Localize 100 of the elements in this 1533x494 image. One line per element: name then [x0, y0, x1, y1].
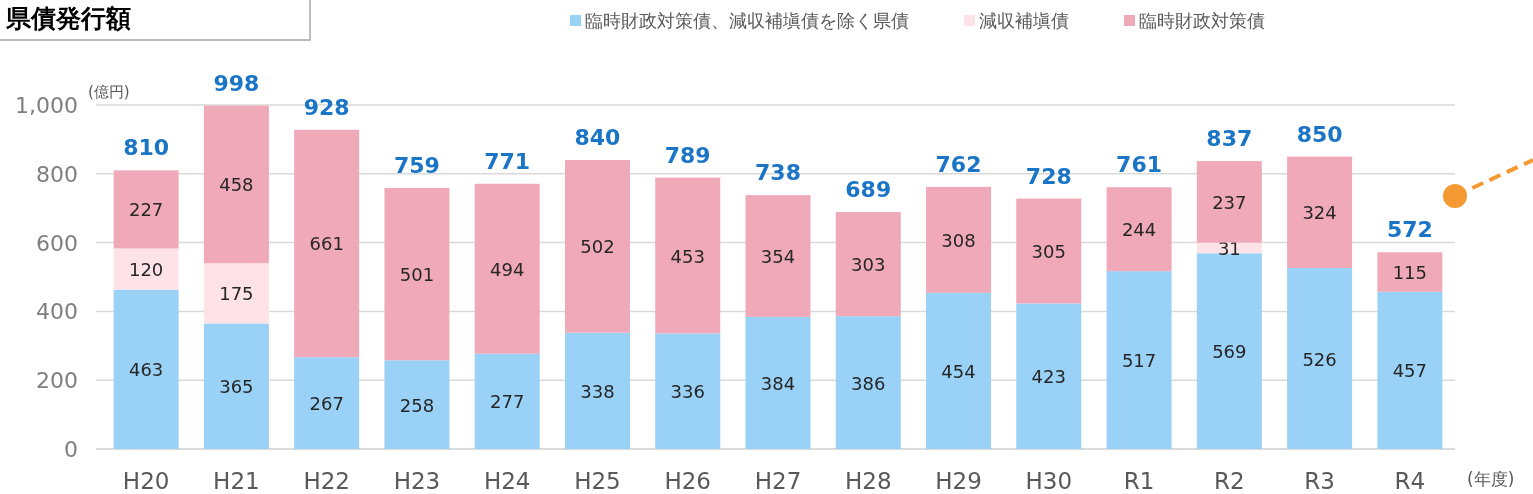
bar [384, 187, 450, 361]
bar [113, 170, 179, 249]
data-label: 244 [1121, 219, 1157, 241]
total-label: 789 [664, 142, 711, 168]
data-label: 277 [490, 391, 525, 413]
data-label: 258 [399, 394, 435, 416]
total-label: 738 [755, 160, 801, 186]
data-label: 308 [941, 229, 976, 251]
data-label: 227 [128, 199, 164, 221]
total-label: 810 [123, 135, 170, 161]
total-label: 837 [1206, 126, 1253, 152]
total-label: 928 [303, 94, 350, 120]
bar [926, 292, 992, 449]
bar [294, 357, 360, 449]
data-label: 454 [941, 360, 976, 382]
bar [1377, 252, 1443, 292]
x-tick-label: H21 [213, 468, 260, 494]
x-tick-label: R1 [1123, 468, 1155, 494]
data-label: 569 [1212, 341, 1247, 363]
data-label: 386 [851, 372, 886, 394]
total-label: 850 [1296, 121, 1343, 147]
total-label: 689 [845, 176, 892, 202]
bar [1016, 303, 1082, 449]
data-label: 423 [1031, 366, 1066, 388]
bar [835, 316, 901, 449]
data-label: 526 [1302, 348, 1337, 370]
data-label: 175 [219, 283, 254, 305]
bar [203, 105, 269, 264]
x-tick-label: H29 [935, 468, 982, 494]
bar [835, 211, 901, 317]
total-label: 759 [393, 152, 440, 178]
chart-title: 県債発行額 [5, 4, 131, 33]
bar [1287, 268, 1353, 449]
data-label: 365 [219, 376, 254, 398]
y-tick-label: 1,000 [15, 93, 78, 118]
data-label: 457 [1392, 360, 1428, 382]
data-label: 305 [1031, 241, 1066, 263]
bar [474, 183, 540, 354]
y-tick-label: 0 [64, 437, 78, 462]
data-label: 338 [580, 380, 615, 402]
x-tick-label: H22 [303, 468, 350, 494]
data-label: 237 [1212, 191, 1247, 213]
bar [1106, 271, 1172, 449]
data-label: 517 [1121, 350, 1157, 372]
data-label: 494 [490, 258, 525, 280]
data-label: 267 [309, 393, 344, 415]
legend-label: 臨時財政対策債、減収補塡債を除く県債 [585, 10, 909, 31]
bar [1377, 291, 1443, 449]
x-tick-label: H24 [483, 468, 531, 494]
y-axis-title: (億円) [88, 83, 130, 101]
bar [474, 353, 540, 449]
bar [1196, 161, 1262, 243]
y-tick-label: 400 [36, 299, 78, 325]
data-label: 303 [851, 254, 886, 276]
bar [384, 360, 450, 449]
y-tick-label: 200 [36, 368, 78, 394]
data-label: 502 [580, 236, 615, 258]
bar [745, 195, 811, 317]
x-tick-label: H28 [844, 468, 892, 494]
bar [564, 332, 630, 449]
x-tick-label: H30 [1025, 468, 1073, 494]
data-label: 458 [219, 174, 254, 196]
data-label: 384 [760, 372, 796, 394]
bar [294, 129, 360, 358]
x-tick-label: H26 [664, 468, 712, 494]
bar [655, 333, 721, 449]
x-tick-label: R2 [1214, 468, 1245, 494]
bar [1016, 198, 1082, 304]
legend-label: 臨時財政対策債 [1139, 10, 1265, 31]
x-tick-label: R4 [1394, 468, 1426, 494]
x-tick-label: H27 [754, 468, 802, 494]
total-label: 762 [935, 151, 982, 177]
bar [113, 248, 179, 290]
bar [203, 263, 269, 324]
bar [1106, 187, 1172, 272]
total-label: 761 [1116, 152, 1163, 178]
x-tick-label: R3 [1304, 468, 1335, 494]
data-label: 115 [1392, 262, 1428, 284]
total-label: 728 [1025, 163, 1072, 189]
total-label: 998 [213, 70, 260, 96]
data-label: 501 [399, 264, 435, 286]
bar [113, 289, 179, 449]
y-tick-label: 600 [36, 230, 78, 256]
total-label: 572 [1386, 217, 1433, 243]
x-tick-label: H25 [574, 468, 621, 494]
data-label: 336 [670, 381, 705, 403]
data-label: 31 [1217, 237, 1241, 259]
legend-label: 減収補塡債 [979, 10, 1069, 31]
bar [1287, 156, 1353, 269]
bar [926, 186, 992, 293]
bar [564, 160, 630, 333]
x-tick-label: H23 [393, 468, 441, 494]
y-tick-label: 800 [36, 161, 78, 187]
data-label: 324 [1302, 202, 1337, 224]
data-label: 463 [128, 359, 164, 381]
data-label: 661 [309, 233, 344, 255]
bar [655, 177, 721, 334]
data-label: 453 [670, 245, 705, 267]
total-label: 771 [484, 148, 531, 174]
data-label: 120 [128, 259, 164, 281]
